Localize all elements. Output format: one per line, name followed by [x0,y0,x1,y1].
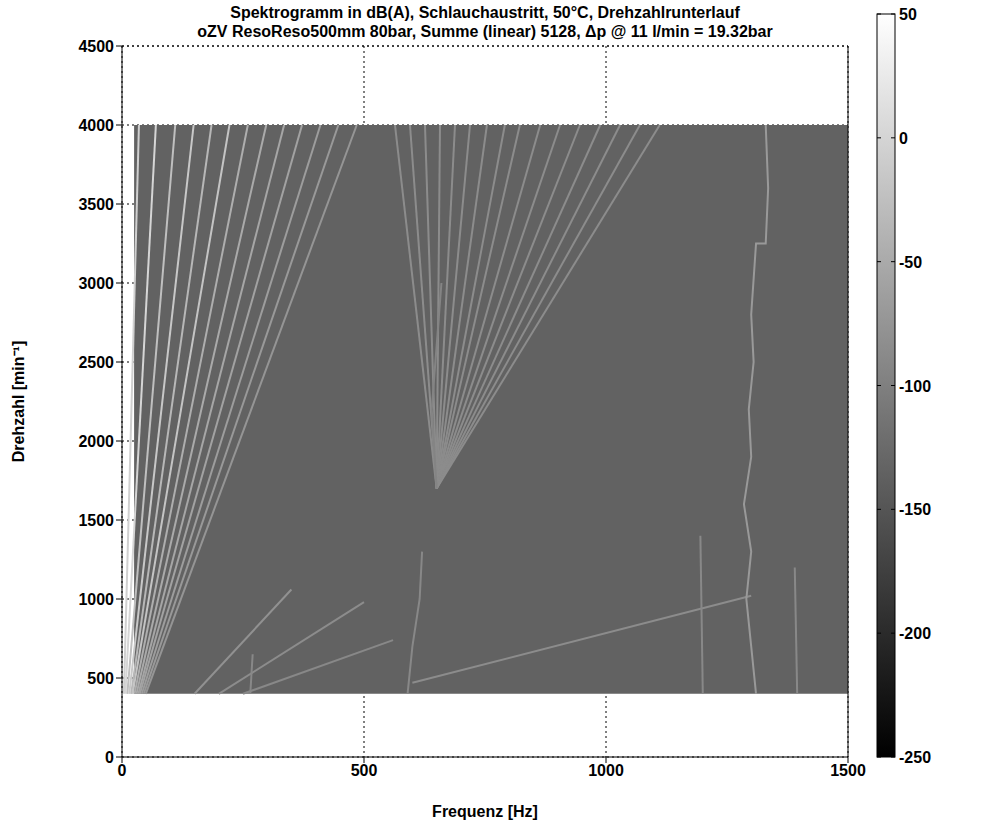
svg-text:0: 0 [105,749,114,766]
svg-text:2500: 2500 [78,354,114,371]
svg-text:-150: -150 [899,501,931,518]
svg-text:500: 500 [351,762,378,779]
svg-text:50: 50 [899,6,917,23]
svg-text:1000: 1000 [588,762,624,779]
html-text:oZV ResoReso500mm 80bar, Summe: oZV ResoReso500mm 80bar, Summe (linear) … [197,23,773,40]
svg-text:-200: -200 [899,625,931,642]
svg-text:500: 500 [87,670,114,687]
svg-text:Drehzahl [min⁻¹]: Drehzahl [min⁻¹] [10,341,27,462]
svg-text:2000: 2000 [78,433,114,450]
svg-text:1500: 1500 [830,762,866,779]
svg-text:3500: 3500 [78,196,114,213]
svg-text:Frequenz [Hz]: Frequenz [Hz] [432,803,538,820]
svg-text:4500: 4500 [78,38,114,55]
svg-text:1500: 1500 [78,512,114,529]
svg-text:0: 0 [118,762,127,779]
svg-text:1000: 1000 [78,591,114,608]
html-text:Spektrogramm in dB(A), Schlauc: Spektrogramm in dB(A), Schlauchaustritt,… [230,4,740,21]
svg-text:3000: 3000 [78,275,114,292]
svg-text:-50: -50 [899,254,922,271]
svg-text:0: 0 [899,130,908,147]
svg-text:4000: 4000 [78,117,114,134]
svg-text:-250: -250 [899,749,931,766]
svg-text:-100: -100 [899,378,931,395]
